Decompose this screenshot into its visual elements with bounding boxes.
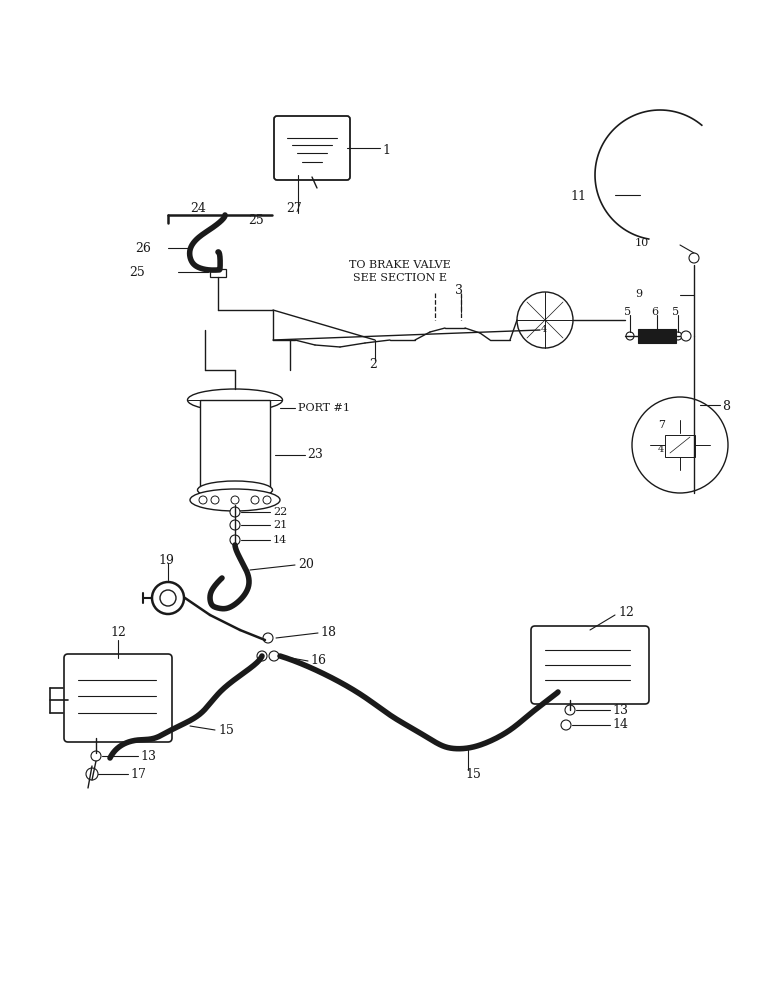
Text: 4: 4 bbox=[541, 326, 547, 334]
Text: 5: 5 bbox=[672, 307, 679, 317]
Circle shape bbox=[689, 253, 699, 263]
Text: 11: 11 bbox=[570, 190, 586, 202]
Bar bbox=[638, 329, 676, 343]
Circle shape bbox=[251, 496, 259, 504]
Text: 14: 14 bbox=[273, 535, 287, 545]
Circle shape bbox=[626, 332, 634, 340]
Bar bbox=[200, 400, 270, 490]
Text: 25: 25 bbox=[248, 214, 264, 227]
Circle shape bbox=[681, 331, 691, 341]
Circle shape bbox=[674, 332, 682, 340]
Text: TO BRAKE VALVE: TO BRAKE VALVE bbox=[349, 260, 451, 270]
Text: 9: 9 bbox=[635, 289, 642, 299]
Text: 14: 14 bbox=[612, 718, 628, 732]
Text: 8: 8 bbox=[722, 399, 730, 412]
Circle shape bbox=[160, 590, 176, 606]
Text: 15: 15 bbox=[218, 724, 234, 736]
Circle shape bbox=[269, 651, 279, 661]
Circle shape bbox=[689, 400, 699, 410]
Text: 27: 27 bbox=[286, 202, 302, 215]
Text: 15: 15 bbox=[465, 768, 481, 780]
FancyBboxPatch shape bbox=[274, 116, 350, 180]
FancyBboxPatch shape bbox=[531, 626, 649, 704]
Text: 12: 12 bbox=[110, 626, 126, 640]
Circle shape bbox=[86, 768, 98, 780]
FancyBboxPatch shape bbox=[64, 654, 172, 742]
Ellipse shape bbox=[188, 389, 283, 411]
Text: 19: 19 bbox=[158, 554, 174, 566]
Text: 13: 13 bbox=[612, 704, 628, 716]
Circle shape bbox=[517, 292, 573, 348]
Text: SEE SECTION E: SEE SECTION E bbox=[353, 273, 447, 283]
Text: 12: 12 bbox=[618, 606, 634, 619]
Circle shape bbox=[230, 535, 240, 545]
Text: 2: 2 bbox=[369, 358, 377, 370]
Text: 6: 6 bbox=[651, 307, 658, 317]
Ellipse shape bbox=[198, 481, 273, 499]
Text: 1: 1 bbox=[382, 143, 390, 156]
Circle shape bbox=[91, 751, 101, 761]
Circle shape bbox=[263, 496, 271, 504]
Text: 21: 21 bbox=[273, 520, 287, 530]
Text: 25: 25 bbox=[129, 265, 145, 278]
Bar bbox=[665, 435, 695, 457]
Bar bbox=[210, 269, 226, 277]
Ellipse shape bbox=[190, 489, 280, 511]
Text: 13: 13 bbox=[140, 750, 156, 762]
Text: 17: 17 bbox=[130, 768, 146, 780]
Text: 5: 5 bbox=[624, 307, 631, 317]
Text: 22: 22 bbox=[273, 507, 287, 517]
Text: 18: 18 bbox=[320, 626, 336, 640]
Text: 7: 7 bbox=[658, 420, 665, 430]
Text: 16: 16 bbox=[310, 654, 326, 668]
Circle shape bbox=[257, 651, 267, 661]
Circle shape bbox=[561, 720, 571, 730]
Circle shape bbox=[565, 705, 575, 715]
Text: 10: 10 bbox=[635, 238, 649, 248]
Text: 24: 24 bbox=[190, 202, 206, 215]
Circle shape bbox=[230, 520, 240, 530]
Circle shape bbox=[211, 496, 219, 504]
Text: 23: 23 bbox=[307, 448, 323, 462]
Text: 4: 4 bbox=[658, 446, 664, 454]
Text: PORT #1: PORT #1 bbox=[298, 403, 350, 413]
Text: 26: 26 bbox=[135, 241, 151, 254]
Circle shape bbox=[152, 582, 184, 614]
Circle shape bbox=[230, 507, 240, 517]
Circle shape bbox=[231, 496, 239, 504]
Text: 20: 20 bbox=[298, 558, 314, 572]
Circle shape bbox=[263, 633, 273, 643]
Circle shape bbox=[199, 496, 207, 504]
Text: 3: 3 bbox=[455, 284, 463, 296]
Circle shape bbox=[632, 397, 728, 493]
